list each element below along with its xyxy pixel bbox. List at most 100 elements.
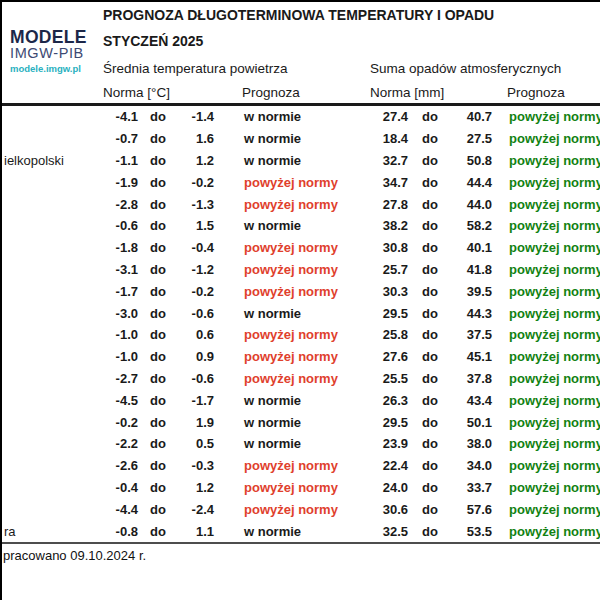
temp-forecast-value: powyżej normy (214, 458, 342, 473)
precip-norm-max: 40.7 (452, 109, 492, 124)
temp-norm-max: -0.2 (178, 175, 214, 190)
precip-norm-max: 41.8 (452, 262, 492, 277)
range-word: do (138, 502, 178, 517)
precip-forecast-value: powyżej normy (492, 371, 600, 386)
logo-text-modele: MODELE (10, 28, 87, 46)
precip-norm-max: 27.5 (452, 131, 492, 146)
precip-norm-min: 32.7 (342, 153, 408, 168)
table-row: -2.6 do -0.3 powyżej normy 22.4 do 34.0 … (2, 455, 600, 477)
table-row: -1.0 do 0.6 powyżej normy 25.8 do 37.5 p… (2, 324, 600, 346)
range-word: do (408, 524, 452, 539)
range-word: do (138, 371, 178, 386)
range-word: do (408, 262, 452, 277)
temp-forecast-value: powyżej normy (214, 502, 342, 517)
table-row: -2.7 do -0.6 powyżej normy 25.5 do 37.8 … (2, 368, 600, 390)
range-word: do (408, 349, 452, 364)
temp-norm-max: -0.6 (178, 371, 214, 386)
temp-forecast-column-header: Prognoza (242, 85, 300, 100)
temp-forecast-value: w normie (214, 393, 342, 408)
precip-norm-max: 33.7 (452, 480, 492, 495)
temp-norm-min: -3.0 (90, 306, 138, 321)
temp-norm-min: -1.9 (90, 175, 138, 190)
precip-norm-max: 44.4 (452, 175, 492, 190)
precip-forecast-value: powyżej normy (492, 197, 600, 212)
precip-forecast-value: powyżej normy (492, 218, 600, 233)
temp-norm-min: -2.2 (90, 436, 138, 451)
temp-forecast-value: w normie (214, 415, 342, 430)
temp-forecast-value: powyżej normy (214, 371, 342, 386)
temp-forecast-value: w normie (214, 218, 342, 233)
temp-forecast-value: powyżej normy (214, 197, 342, 212)
range-word: do (138, 197, 178, 212)
logo-text-imgw-pib: IMGW-PIB (10, 46, 87, 61)
temp-norm-min: -1.0 (90, 349, 138, 364)
range-word: do (408, 502, 452, 517)
precip-norm-min: 32.5 (342, 524, 408, 539)
precip-forecast-value: powyżej normy (492, 284, 600, 299)
range-word: do (408, 197, 452, 212)
range-word: do (138, 284, 178, 299)
temp-norm-max: -1.7 (178, 393, 214, 408)
range-word: do (408, 371, 452, 386)
precip-norm-column-header: Norma [mm] (370, 85, 444, 100)
table-row: -3.0 do -0.6 w normie 29.5 do 44.3 powyż… (2, 302, 600, 324)
precip-forecast-value: powyżej normy (492, 524, 600, 539)
temp-norm-max: 1.9 (178, 415, 214, 430)
table-row: ielkopolski -1.1 do 1.2 w normie 32.7 do… (2, 150, 600, 172)
range-word: do (138, 218, 178, 233)
range-word: do (138, 436, 178, 451)
temp-forecast-value: w normie (214, 524, 342, 539)
precip-forecast-value: powyżej normy (492, 436, 600, 451)
temp-forecast-value: powyżej normy (214, 327, 342, 342)
range-word: do (408, 480, 452, 495)
temp-norm-min: -1.1 (90, 153, 138, 168)
temp-norm-min: -1.8 (90, 240, 138, 255)
temp-norm-column-header: Norma [°C] (103, 85, 170, 100)
range-word: do (138, 327, 178, 342)
temp-norm-max: -1.3 (178, 197, 214, 212)
temp-norm-min: -4.4 (90, 502, 138, 517)
precip-norm-min: 38.2 (342, 218, 408, 233)
precip-forecast-value: powyżej normy (492, 306, 600, 321)
temp-forecast-value: w normie (214, 306, 342, 321)
temp-norm-min: -0.8 (90, 524, 138, 539)
temp-forecast-value: powyżej normy (214, 175, 342, 190)
precip-forecast-column-header: Prognoza (507, 85, 565, 100)
range-word: do (138, 393, 178, 408)
table-row: -1.9 do -0.2 powyżej normy 34.7 do 44.4 … (2, 171, 600, 193)
temp-norm-min: -0.7 (90, 131, 138, 146)
range-word: do (408, 175, 452, 190)
table-row: -1.0 do 0.9 powyżej normy 27.6 do 45.1 p… (2, 346, 600, 368)
precip-forecast-value: powyżej normy (492, 327, 600, 342)
city-label: ra (2, 524, 90, 539)
temp-norm-max: -0.4 (178, 240, 214, 255)
temp-norm-max: 1.2 (178, 480, 214, 495)
temp-norm-min: -4.5 (90, 393, 138, 408)
range-word: do (138, 109, 178, 124)
temp-norm-min: -0.2 (90, 415, 138, 430)
logo-site-url: modele.imgw.pl (10, 64, 87, 74)
imgw-models-logo[interactable]: MODELE IMGW-PIB modele.imgw.pl (10, 28, 87, 74)
temperature-group-header: Średnia temperatura powietrza (103, 61, 288, 76)
table-row: ra -0.8 do 1.1 w normie 32.5 do 53.5 pow… (2, 520, 600, 542)
precipitation-group-header: Suma opadów atmosferycznych (370, 61, 561, 76)
temp-norm-max: 0.6 (178, 327, 214, 342)
table-row: -2.8 do -1.3 powyżej normy 27.8 do 44.0 … (2, 193, 600, 215)
precip-forecast-value: powyżej normy (492, 458, 600, 473)
precip-forecast-value: powyżej normy (492, 349, 600, 364)
range-word: do (408, 131, 452, 146)
precip-norm-max: 38.0 (452, 436, 492, 451)
precip-norm-max: 45.1 (452, 349, 492, 364)
precip-norm-min: 29.5 (342, 306, 408, 321)
precip-forecast-value: powyżej normy (492, 480, 600, 495)
precip-norm-min: 18.4 (342, 131, 408, 146)
precip-norm-min: 27.4 (342, 109, 408, 124)
forecast-month: STYCZEŃ 2025 (103, 33, 203, 49)
temp-norm-max: 1.6 (178, 131, 214, 146)
range-word: do (138, 262, 178, 277)
temp-norm-max: -2.4 (178, 502, 214, 517)
precip-norm-max: 39.5 (452, 284, 492, 299)
forecast-page: MODELE IMGW-PIB modele.imgw.pl PROGNOZA … (0, 0, 600, 600)
precip-forecast-value: powyżej normy (492, 240, 600, 255)
range-word: do (408, 153, 452, 168)
